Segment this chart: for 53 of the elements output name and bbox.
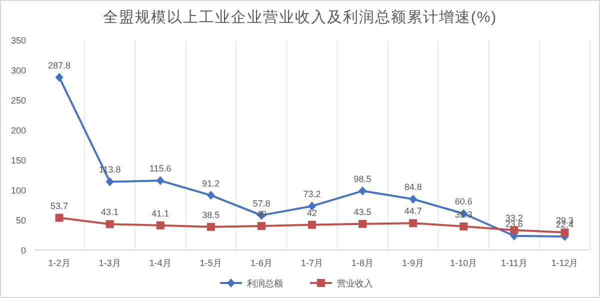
point <box>106 177 114 186</box>
y-tick-label: 50 <box>16 216 26 226</box>
point <box>409 194 418 204</box>
data-label: 53.7 <box>50 200 68 211</box>
data-label: 91.2 <box>202 178 220 188</box>
y-tick-label: 250 <box>10 96 26 106</box>
point <box>206 222 215 231</box>
point <box>55 214 64 222</box>
chart-title: 全盟规模以上工业企业营业收入及利润总额累计增速(%) <box>102 9 498 26</box>
y-tick-label: 350 <box>10 36 26 46</box>
data-label: 38.5 <box>202 210 220 220</box>
point <box>257 222 266 230</box>
data-label: 98.5 <box>354 174 372 184</box>
data-label: 43.5 <box>354 206 372 217</box>
data-label: 115.6 <box>149 164 172 174</box>
y-tick-label: 300 <box>10 66 26 76</box>
x-tick-label: 1-4月 <box>149 258 172 268</box>
y-tick-label: 200 <box>10 126 26 136</box>
x-tick-label: 1-6月 <box>250 258 272 268</box>
point <box>308 220 316 229</box>
point <box>409 219 418 228</box>
data-label: 287.8 <box>48 60 71 70</box>
x-tick-label: 1-8月 <box>352 258 374 268</box>
data-label: 73.2 <box>303 189 321 200</box>
data-label: 41.1 <box>152 208 170 218</box>
data-label: 57.8 <box>252 198 270 208</box>
point <box>358 220 367 228</box>
data-label: 60.6 <box>454 196 472 207</box>
x-tick-label: 1-10月 <box>450 258 478 268</box>
point <box>156 176 164 186</box>
legend-label: 利润总额 <box>247 278 283 288</box>
point <box>55 72 64 82</box>
point <box>206 190 215 200</box>
point <box>560 228 569 236</box>
x-tick-label: 1-12月 <box>551 258 578 268</box>
x-tick-label: 1-2月 <box>48 258 70 268</box>
x-tick-label: 1-3月 <box>98 258 121 268</box>
point <box>358 186 367 196</box>
x-tick-label: 1-5月 <box>200 258 222 268</box>
x-tick-label: 1-7月 <box>300 258 324 268</box>
y-tick-label: 100 <box>10 186 26 196</box>
data-label: 43.1 <box>101 207 119 218</box>
data-label: 84.8 <box>404 182 422 192</box>
point <box>106 220 114 228</box>
data-label: 42 <box>306 208 318 218</box>
legend-label: 营业收入 <box>337 278 373 288</box>
y-tick-label: 150 <box>10 156 26 166</box>
y-tick-label: 0 <box>20 246 26 256</box>
x-tick-label: 1-11月 <box>501 258 528 268</box>
point <box>460 222 468 230</box>
x-tick-label: 1-9月 <box>402 258 424 268</box>
point <box>156 221 164 230</box>
data-label: 44.7 <box>404 206 422 216</box>
